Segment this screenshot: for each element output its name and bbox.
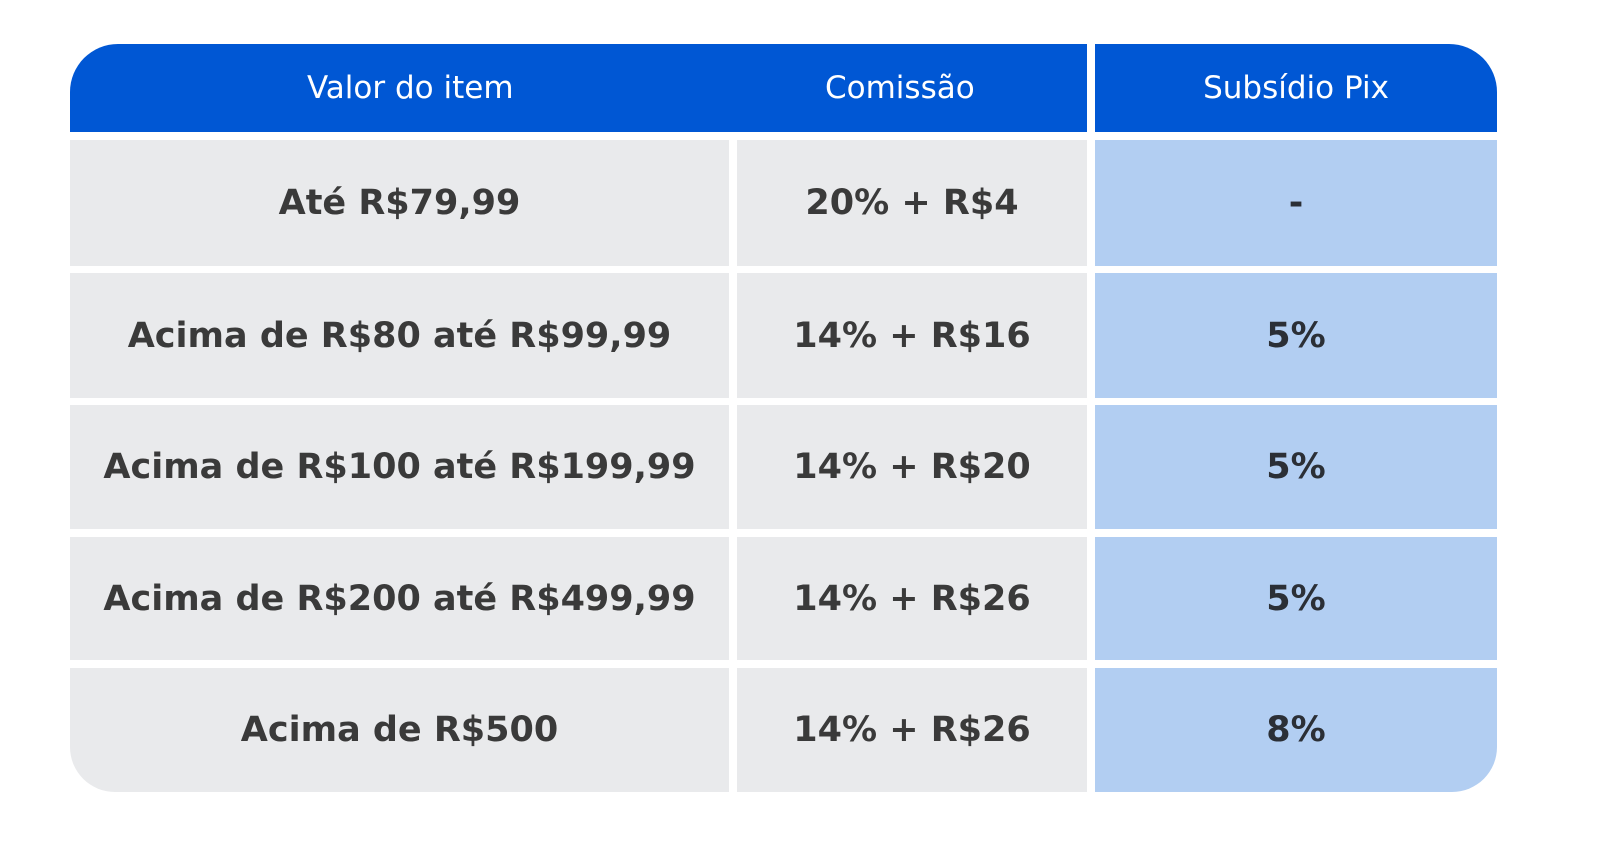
valor-cell: Acima de R$100 até R$199,99: [70, 405, 729, 529]
comissao-cell: 14% + R$16: [737, 273, 1087, 398]
header-valor: Valor do item: [307, 70, 514, 106]
valor-cell: Acima de R$200 até R$499,99: [70, 537, 729, 660]
valor-cell: Até R$79,99: [70, 140, 729, 266]
header-comissao: Comissão: [825, 70, 975, 106]
comissao-cell: 14% + R$26: [737, 537, 1087, 660]
subsidio-cell: 8%: [1095, 668, 1497, 792]
header-subsidio: Subsídio Pix: [1095, 44, 1497, 132]
comissao-cell: 14% + R$20: [737, 405, 1087, 529]
header-valor-comissao: Valor do item Comissão: [70, 44, 1087, 132]
subsidio-cell: 5%: [1095, 537, 1497, 660]
valor-cell: Acima de R$500: [70, 668, 729, 792]
valor-cell: Acima de R$80 até R$99,99: [70, 273, 729, 398]
subsidio-cell: -: [1095, 140, 1497, 266]
comissao-cell: 14% + R$26: [737, 668, 1087, 792]
comissao-cell: 20% + R$4: [737, 140, 1087, 266]
subsidio-cell: 5%: [1095, 273, 1497, 398]
subsidio-cell: 5%: [1095, 405, 1497, 529]
